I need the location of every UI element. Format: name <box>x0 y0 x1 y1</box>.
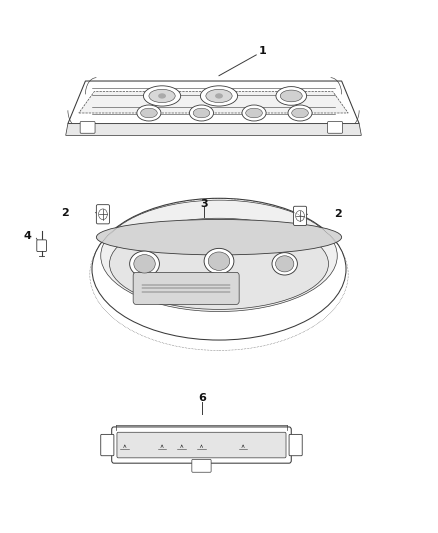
Ellipse shape <box>208 252 230 270</box>
Ellipse shape <box>149 89 175 102</box>
Text: 3: 3 <box>200 199 208 208</box>
Text: 2: 2 <box>334 209 342 219</box>
Ellipse shape <box>206 89 232 102</box>
Polygon shape <box>68 81 359 124</box>
Ellipse shape <box>143 86 180 106</box>
Ellipse shape <box>134 255 155 273</box>
Polygon shape <box>66 124 361 135</box>
Ellipse shape <box>96 220 342 255</box>
Ellipse shape <box>292 108 308 118</box>
Text: 2: 2 <box>61 208 69 217</box>
Ellipse shape <box>246 108 262 118</box>
Ellipse shape <box>215 93 223 99</box>
FancyBboxPatch shape <box>192 459 211 472</box>
Text: 4: 4 <box>24 231 32 240</box>
FancyBboxPatch shape <box>133 272 239 304</box>
FancyBboxPatch shape <box>96 205 110 224</box>
Ellipse shape <box>200 86 237 106</box>
Ellipse shape <box>130 251 159 277</box>
Ellipse shape <box>193 108 210 118</box>
Ellipse shape <box>204 248 234 274</box>
Ellipse shape <box>101 200 337 311</box>
Polygon shape <box>79 92 348 113</box>
FancyBboxPatch shape <box>328 122 343 133</box>
Text: 6: 6 <box>198 393 206 403</box>
Ellipse shape <box>190 105 214 121</box>
FancyBboxPatch shape <box>293 206 307 225</box>
Ellipse shape <box>158 93 166 99</box>
Ellipse shape <box>137 105 161 121</box>
Ellipse shape <box>276 256 294 272</box>
Ellipse shape <box>92 198 346 340</box>
FancyBboxPatch shape <box>101 434 114 456</box>
Ellipse shape <box>288 105 312 121</box>
FancyBboxPatch shape <box>112 427 291 463</box>
FancyBboxPatch shape <box>80 122 95 133</box>
Ellipse shape <box>242 105 266 121</box>
Ellipse shape <box>276 86 307 106</box>
Ellipse shape <box>272 253 297 275</box>
Text: 1: 1 <box>259 46 267 55</box>
FancyBboxPatch shape <box>117 432 286 458</box>
Ellipse shape <box>280 90 302 102</box>
Ellipse shape <box>141 108 157 118</box>
Ellipse shape <box>110 219 328 309</box>
FancyBboxPatch shape <box>37 240 46 252</box>
FancyBboxPatch shape <box>289 434 302 456</box>
